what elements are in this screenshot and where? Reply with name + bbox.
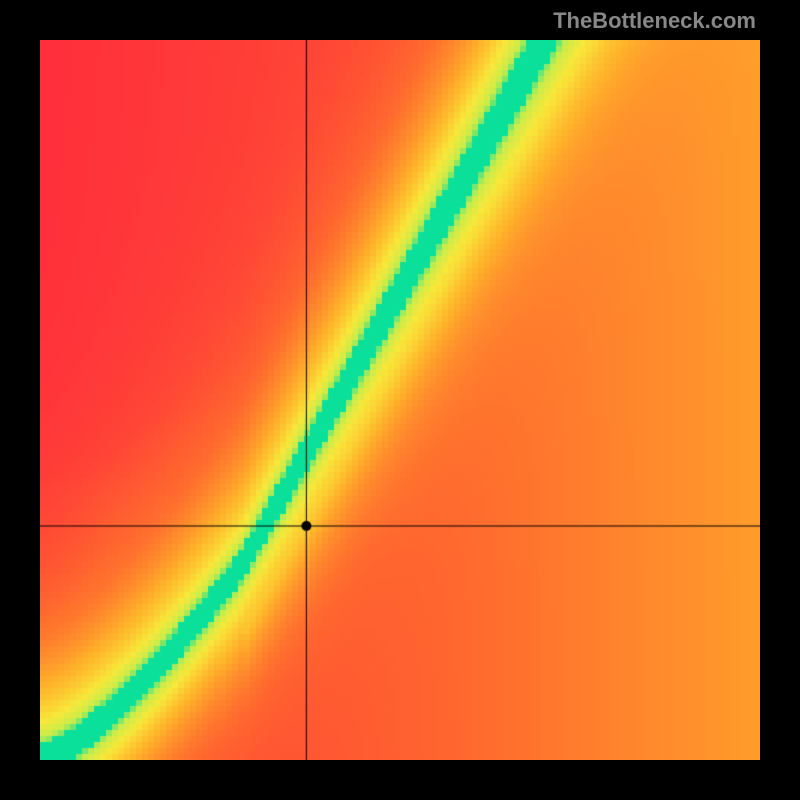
plot-area bbox=[40, 40, 760, 760]
watermark-text: TheBottleneck.com bbox=[553, 8, 756, 34]
heatmap-canvas bbox=[40, 40, 760, 760]
chart-frame: TheBottleneck.com bbox=[0, 0, 800, 800]
